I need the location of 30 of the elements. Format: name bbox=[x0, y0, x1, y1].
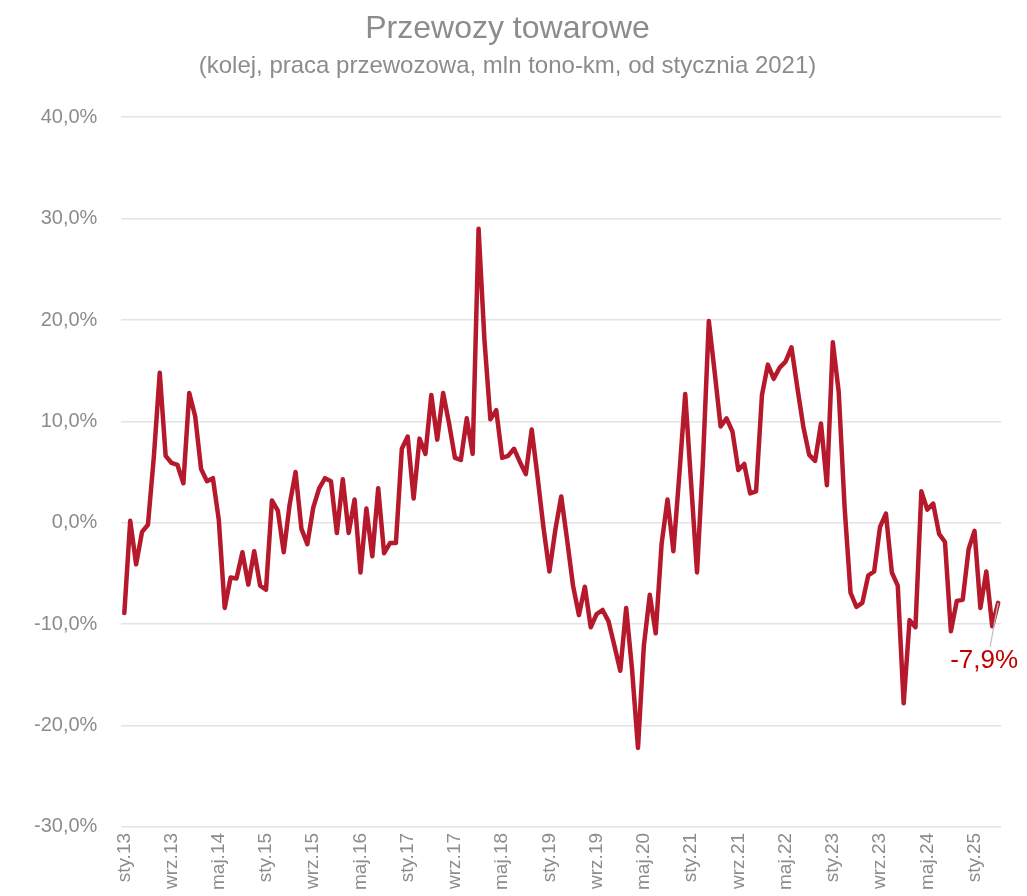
x-tick-label: maj.24 bbox=[915, 832, 937, 890]
y-tick-label: -30,0% bbox=[33, 814, 98, 837]
x-tick-label: wrz.15 bbox=[301, 832, 323, 890]
chart-subtitle: (kolej, praca przewozowa, mln tono-km, od stycznia 2021) bbox=[198, 51, 817, 79]
x-tick-label: sty.13 bbox=[112, 832, 134, 883]
x-tick-label: wrz.23 bbox=[868, 832, 890, 890]
y-tick-label: 30,0% bbox=[40, 206, 98, 229]
x-tick-label: maj.20 bbox=[632, 832, 654, 890]
y-tick-label: 0,0% bbox=[51, 510, 98, 533]
x-tick-label: sty.15 bbox=[254, 832, 276, 883]
chart-title: Przewozy towarowe bbox=[365, 9, 650, 46]
x-tick-label: wrz.17 bbox=[443, 832, 465, 890]
x-tick-label: sty.19 bbox=[537, 832, 559, 883]
y-tick-label: 40,0% bbox=[40, 104, 98, 127]
x-tick-label: maj.18 bbox=[490, 832, 512, 890]
annotation: -7,9% bbox=[950, 644, 1019, 675]
x-tick-label: sty.21 bbox=[679, 832, 701, 883]
x-tick-label: sty.17 bbox=[395, 832, 417, 883]
y-tick-label: 20,0% bbox=[40, 307, 98, 330]
x-tick-label: wrz.21 bbox=[726, 832, 748, 890]
x-tick-label: sty.25 bbox=[962, 832, 984, 883]
x-tick-label: maj.22 bbox=[773, 832, 795, 890]
y-tick-label: -10,0% bbox=[33, 611, 98, 634]
x-tick-label: maj.14 bbox=[207, 832, 229, 890]
y-tick-label: -20,0% bbox=[33, 713, 98, 736]
x-tick-label: maj.16 bbox=[348, 832, 370, 890]
x-tick-label: sty.23 bbox=[821, 832, 843, 883]
y-tick-label: 10,0% bbox=[40, 408, 98, 431]
x-tick-label: wrz.19 bbox=[584, 832, 606, 890]
x-tick-label: wrz.13 bbox=[159, 832, 181, 890]
